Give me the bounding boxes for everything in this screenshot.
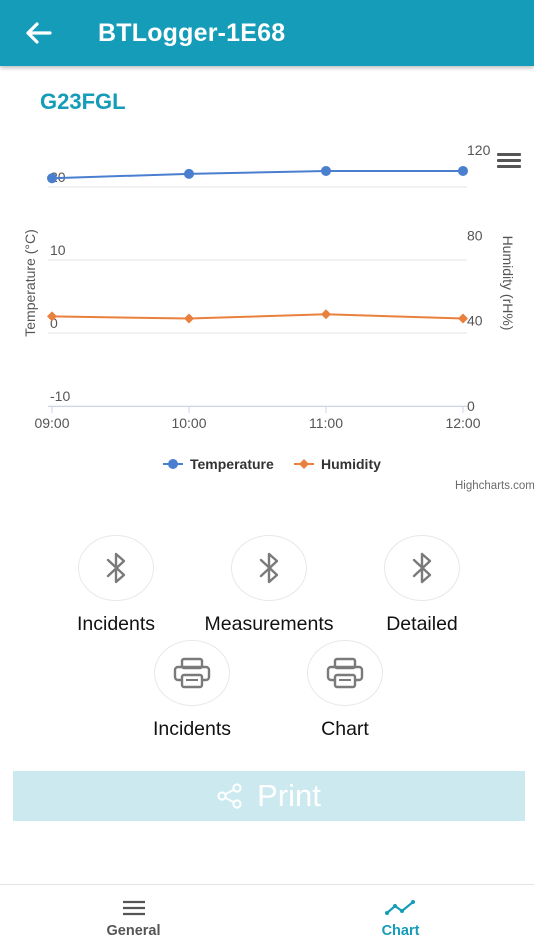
line-chart-icon: [384, 900, 415, 915]
action-label: Chart: [321, 718, 369, 740]
data-point-temperature[interactable]: [184, 168, 194, 179]
chart-credit[interactable]: Highcharts.com: [455, 480, 534, 492]
print-label: Print: [257, 778, 321, 813]
nav-label: General: [106, 923, 161, 939]
data-point-temperature[interactable]: [321, 165, 331, 176]
y-tick-label-right: 80: [467, 227, 483, 243]
share-icon: [217, 783, 242, 809]
data-point-humidity[interactable]: [458, 313, 468, 324]
bluetooth-icon: [231, 535, 307, 601]
y-tick-label-right: 40: [467, 313, 483, 329]
printer-icon: [154, 640, 230, 706]
action-label: Incidents: [152, 718, 232, 740]
arrow-left-icon: [26, 22, 52, 44]
legend-marker[interactable]: [299, 459, 309, 469]
bluetooth-incidents-button[interactable]: Incidents: [36, 535, 196, 636]
data-point-humidity[interactable]: [321, 309, 331, 320]
data-point-temperature[interactable]: [47, 173, 57, 184]
data-point-temperature[interactable]: [458, 165, 468, 176]
chart-grid: [48, 186, 467, 407]
menu-lines-icon: [122, 900, 145, 916]
device-id: G23FGL: [40, 89, 126, 114]
legend-marker[interactable]: [168, 459, 178, 469]
print-incidents-button[interactable]: Incidents: [112, 640, 272, 741]
action-label: Incidents: [76, 613, 156, 635]
print-chart-button[interactable]: Chart: [265, 640, 425, 741]
action-label: Detailed: [386, 613, 458, 635]
bluetooth-icon: [384, 535, 460, 601]
x-tick-label: 09:00: [34, 415, 69, 431]
series-line-temperature: [51, 169, 463, 180]
nav-general[interactable]: General: [0, 885, 267, 950]
bluetooth-measurements-button[interactable]: Measurements: [189, 535, 349, 636]
nav-chart[interactable]: Chart: [267, 885, 534, 950]
nav-label: Chart: [381, 923, 420, 939]
legend-item-temperature[interactable]: Temperature: [190, 456, 274, 472]
printer-icon: [307, 640, 383, 706]
action-label: Measurements: [204, 613, 334, 635]
back-button[interactable]: [0, 0, 76, 66]
app-title: BTLogger-1E68: [98, 18, 286, 47]
y-tick-label-left: 0: [50, 315, 58, 331]
y-tick-label-right: 120: [467, 142, 491, 158]
bottom-nav: General Chart: [0, 884, 534, 950]
series-line-humidity: [51, 313, 464, 320]
y-tick-label-left: -10: [50, 388, 70, 404]
app-bar: BTLogger-1E68: [0, 0, 534, 66]
chart-legend: Temperature Humidity: [163, 456, 381, 472]
bluetooth-icon: [78, 535, 154, 601]
y-axis-title-left: Temperature (°C): [22, 229, 38, 337]
legend-item-humidity[interactable]: Humidity: [321, 456, 381, 472]
y-tick-label-left: 10: [50, 242, 66, 258]
hamburger-menu-icon[interactable]: [494, 150, 524, 176]
x-tick-label: 12:00: [445, 415, 480, 431]
x-tick-label: 11:00: [309, 415, 343, 431]
y-axis-title-right: Humidity (rH%): [500, 236, 516, 331]
x-tick-label: 10:00: [171, 415, 206, 431]
chart-series: [47, 165, 468, 324]
bluetooth-detailed-button[interactable]: Detailed: [342, 535, 502, 636]
data-point-humidity[interactable]: [184, 313, 194, 324]
print-button[interactable]: Print: [13, 771, 525, 821]
y-tick-label-right: 0: [467, 398, 475, 414]
data-point-humidity[interactable]: [47, 311, 57, 322]
